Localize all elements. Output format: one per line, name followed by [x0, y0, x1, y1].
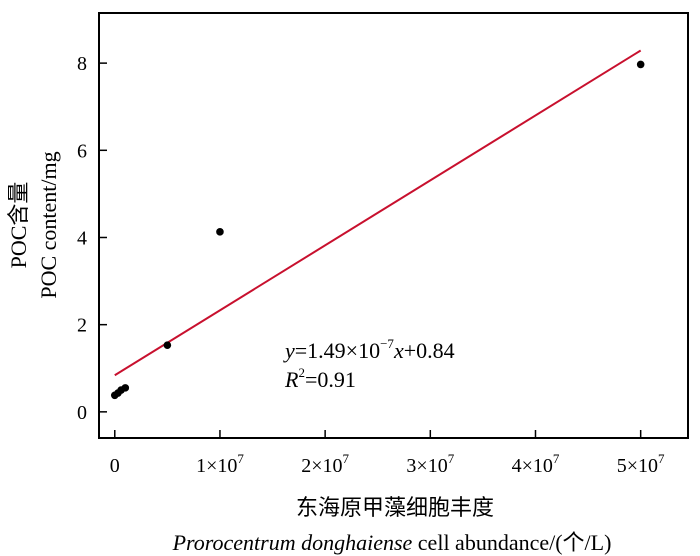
data-points — [110, 60, 645, 400]
x-tick-label: 5×107 — [617, 451, 665, 477]
x-axis-title-chinese: 东海原甲藻细胞丰度 — [296, 495, 494, 520]
regression-equation: y=1.49×10−7x+0.84 — [283, 336, 455, 363]
data-point — [163, 341, 172, 349]
x-axis-title-english: Prorocentrum donghaiense cell abundance/… — [172, 530, 612, 555]
x-tick-label: 3×107 — [406, 451, 454, 477]
x-tick-label: 4×107 — [512, 451, 560, 477]
x-tick-label: 0 — [110, 455, 120, 477]
x-tick-label: 2×107 — [301, 451, 349, 477]
y-axis-title-english: POC content/mg — [36, 151, 61, 298]
y-tick-label: 8 — [77, 53, 87, 75]
x-axis-ticks: 0 1×107 2×107 3×107 4×107 5×107 — [110, 430, 665, 477]
x-tick-label: 1×107 — [196, 451, 244, 477]
y-tick-label: 0 — [77, 402, 87, 424]
y-axis-ticks: 0 2 4 6 8 — [77, 53, 107, 424]
y-axis-title-chinese: POC含量 — [6, 182, 31, 269]
plot-area-frame — [98, 12, 689, 439]
r-squared-label: R2=0.91 — [284, 365, 356, 392]
regression-line — [114, 49, 642, 377]
data-point — [121, 384, 130, 392]
y-tick-label: 6 — [77, 140, 87, 162]
data-point — [636, 60, 645, 69]
y-tick-label: 4 — [77, 227, 87, 249]
data-point — [216, 228, 224, 236]
y-tick-label: 2 — [77, 315, 87, 337]
